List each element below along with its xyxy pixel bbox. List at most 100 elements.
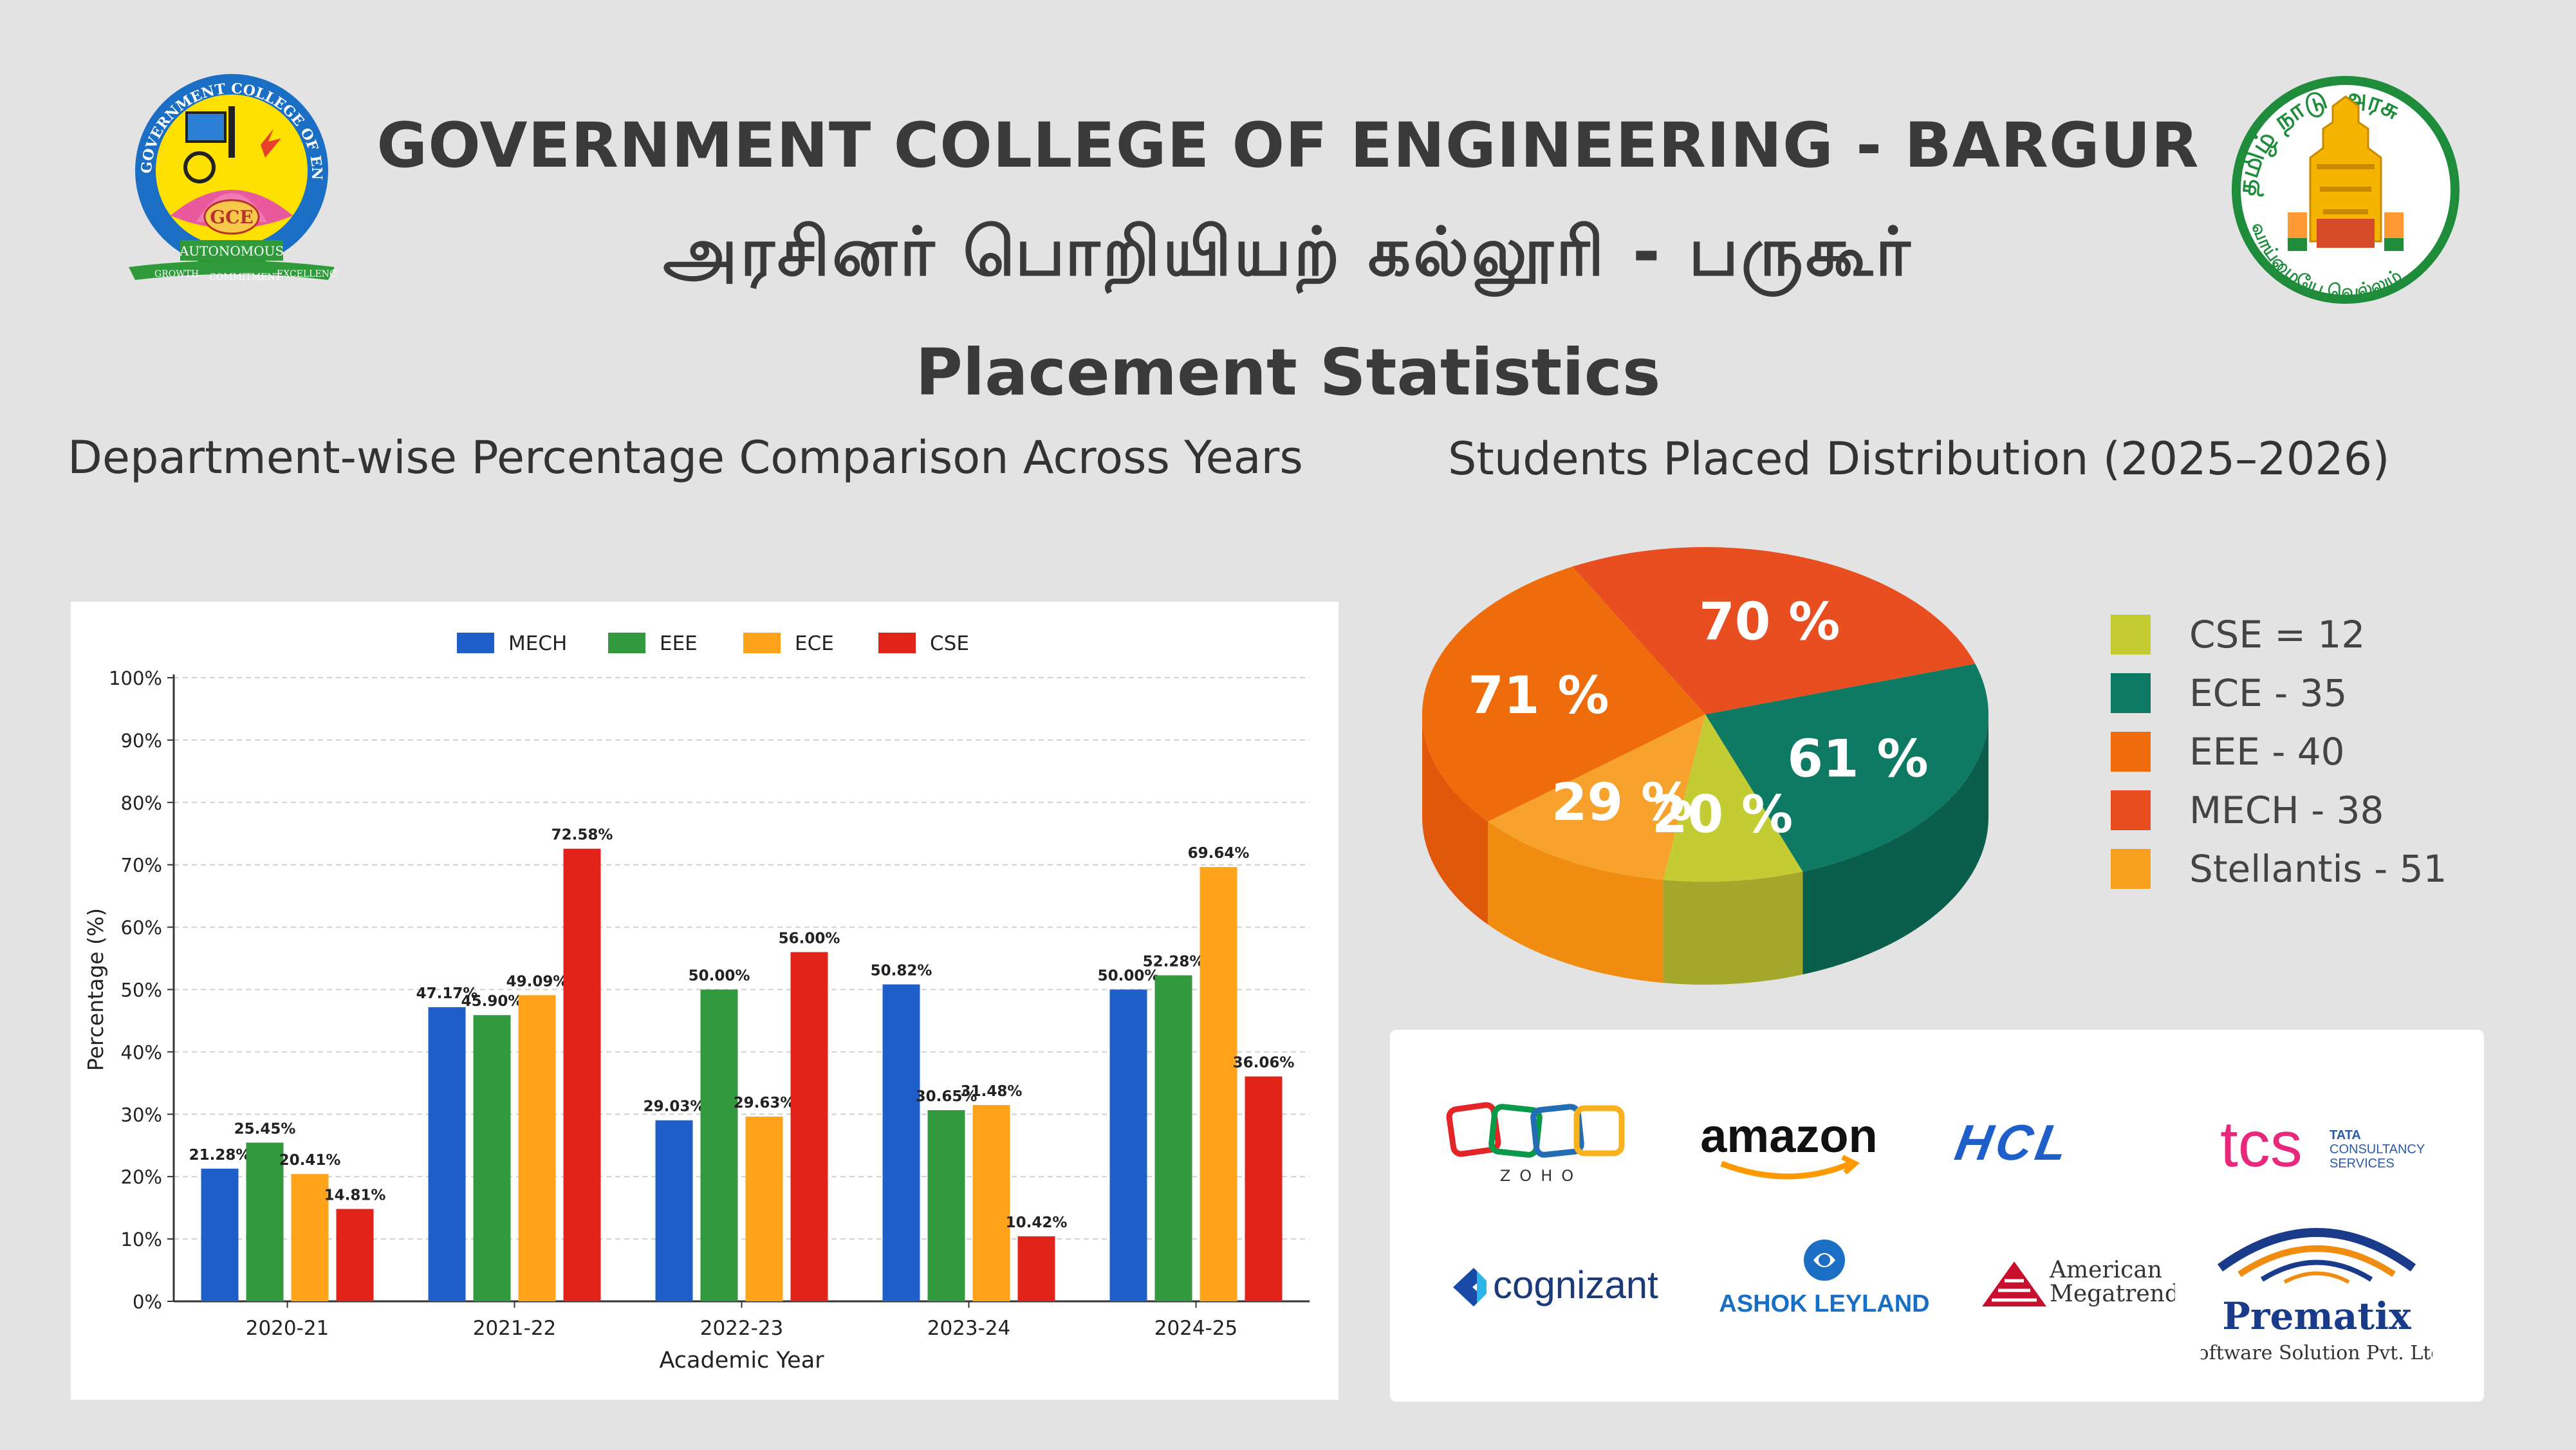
pie-slice-side	[1802, 714, 1988, 975]
bar-value-label: 45.90%	[461, 993, 523, 1010]
bar-mech	[882, 984, 920, 1301]
x-tick-label: 2024-25	[1154, 1317, 1238, 1340]
bar-cse	[336, 1209, 374, 1301]
pie-legend-swatch	[2111, 790, 2151, 830]
pie-legend-label: EEE - 40	[2189, 729, 2345, 774]
tcs-sub-text: TATA	[2330, 1128, 2361, 1142]
pie-slice	[1705, 664, 1988, 872]
x-tick-label: 2020-21	[246, 1317, 329, 1340]
american-megatrends-text: Megatrends	[2050, 1281, 2175, 1307]
pie-legend-label: Stellantis - 51	[2189, 846, 2447, 891]
pie-slice-label: 71 %	[1468, 665, 1609, 725]
bar-cse	[1017, 1236, 1055, 1301]
prematix-sub-text: Software Solution Pvt. Ltd.	[2201, 1342, 2432, 1364]
bar-value-label: 56.00%	[779, 930, 840, 947]
emblem-banner-text: AUTONOMOUS	[179, 243, 284, 259]
cognizant-logo-icon: cognizant	[1453, 1263, 1658, 1306]
bar-eee	[246, 1142, 284, 1301]
pie-slice-label: 61 %	[1787, 729, 1928, 789]
zoho-logo-icon: ZOHO	[1446, 1102, 1625, 1185]
legend-label: CSE	[930, 632, 969, 655]
pie-legend-swatch	[2111, 614, 2151, 655]
legend-swatch	[608, 633, 645, 653]
american-megatrends-text: American	[2049, 1257, 2162, 1283]
bar-ece	[291, 1174, 329, 1301]
y-tick-label: 80%	[121, 792, 162, 814]
pie-legend-item: ECE - 35	[2111, 669, 2348, 715]
pie-legend-swatch	[2111, 731, 2151, 772]
college-emblem-icon: GOVERNMENT COLLEGE OF ENGINEERING • BARG…	[125, 68, 338, 283]
bar-ece	[1200, 867, 1237, 1301]
bar-mech	[655, 1120, 693, 1301]
pie-legend-swatch	[2111, 673, 2151, 713]
tcs-logo-icon: tcs TATA CONSULTANCY SERVICES	[2220, 1113, 2425, 1180]
legend-swatch	[743, 633, 781, 653]
page-subtitle: Placement Statistics	[915, 335, 1661, 410]
legend-swatch	[878, 633, 916, 653]
amazon-text: amazon	[1700, 1113, 1878, 1162]
bar-cse	[563, 848, 601, 1301]
prematix-text: Prematix	[2222, 1294, 2411, 1338]
bar-value-label: 29.63%	[734, 1095, 795, 1111]
bar-value-label: 50.82%	[871, 963, 932, 980]
x-tick-label: 2023-24	[927, 1317, 1011, 1340]
pie-slice-label: 20 %	[1652, 785, 1793, 844]
page-title: GOVERNMENT COLLEGE OF ENGINEERING - BARG…	[376, 109, 2200, 181]
cognizant-text: cognizant	[1493, 1263, 1658, 1306]
ashok-leyland-logo-icon: ASHOK LEYLAND	[1719, 1240, 1930, 1317]
tcs-sub-text: CONSULTANCY	[2330, 1142, 2425, 1157]
american-megatrends-logo-icon: American Megatrends	[1982, 1257, 2175, 1307]
y-tick-label: 10%	[121, 1229, 162, 1250]
bar-ece	[745, 1116, 783, 1301]
bar-value-label: 21.28%	[189, 1147, 251, 1164]
bar-value-label: 47.17%	[416, 985, 478, 1002]
pie-slice	[1488, 714, 1705, 880]
pie-slice-side	[1663, 871, 1803, 985]
bar-value-label: 29.03%	[644, 1099, 705, 1115]
bar-value-label: 20.41%	[279, 1152, 341, 1169]
bar-value-label: 49.09%	[506, 973, 568, 990]
pie-legend-item: MECH - 38	[2111, 786, 2384, 832]
recruiters-panel: ZOHO amazon HCL tcs TATA CONSULTANCY SER…	[1390, 1030, 2484, 1402]
bar-eee	[473, 1015, 511, 1301]
bar-cse	[790, 952, 828, 1301]
bar-mech	[201, 1168, 239, 1301]
zoho-text: ZOHO	[1500, 1167, 1582, 1185]
bar-ece	[972, 1104, 1010, 1301]
bar-eee	[1154, 975, 1192, 1301]
emblem-ribbon-word: GROWTH	[154, 269, 199, 279]
pie-legend-item: CSE = 12	[2111, 610, 2365, 656]
bar-ece	[518, 995, 556, 1301]
legend-swatch	[457, 633, 494, 653]
pie-slice-label: 70 %	[1699, 592, 1840, 652]
bar-value-label: 25.45%	[234, 1120, 296, 1137]
y-tick-label: 100%	[109, 667, 162, 689]
x-tick-label: 2021-22	[473, 1317, 557, 1340]
amazon-logo-icon: amazon	[1700, 1113, 1878, 1180]
bar-value-label: 10.42%	[1006, 1214, 1068, 1231]
bar-chart: 0% 10% 20% 30% 40% 50% 60% 70% 80% 90% 100% 21.28% 2…	[83, 632, 1310, 1373]
bar-cse	[1245, 1076, 1283, 1301]
y-tick-label: 90%	[121, 730, 162, 752]
pie-legend-label: MECH - 38	[2189, 788, 2384, 832]
pie-legend-label: ECE - 35	[2189, 671, 2348, 715]
bar-mech	[1109, 989, 1147, 1301]
pie-legend-item: Stellantis - 51	[2111, 844, 2447, 891]
y-tick-label: 30%	[121, 1104, 162, 1126]
bar-chart-title: Department-wise Percentage Comparison Ac…	[68, 431, 1303, 484]
hcl-text: HCL	[1951, 1120, 2076, 1171]
pie-slice-label: 29 %	[1552, 772, 1692, 832]
bar-eee	[700, 989, 738, 1301]
x-axis-title: Academic Year	[659, 1348, 824, 1373]
tcs-text: tcs	[2220, 1113, 2303, 1180]
bar-value-label: 72.58%	[551, 827, 613, 844]
pie-slice	[1422, 566, 1705, 822]
y-tick-label: 40%	[121, 1041, 162, 1063]
bar-eee	[927, 1110, 965, 1301]
pie-legend-item: EEE - 40	[2111, 727, 2345, 774]
pie-chart: 70 % 61 %20 %29 % 71 %	[1422, 547, 1988, 985]
prematix-logo-icon: Prematix Software Solution Pvt. Ltd.	[2201, 1228, 2432, 1364]
bar-value-label: 31.48%	[961, 1083, 1023, 1100]
bar-value-label: 14.81%	[324, 1187, 386, 1204]
bar-value-label: 36.06%	[1233, 1055, 1295, 1072]
